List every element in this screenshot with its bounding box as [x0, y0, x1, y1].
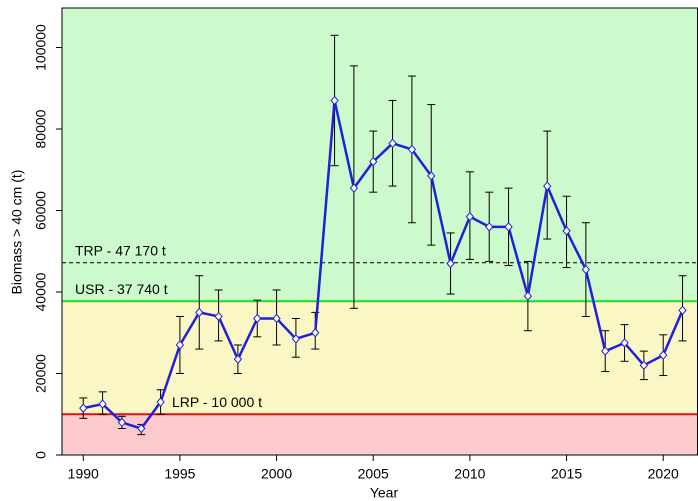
point	[446, 258, 455, 269]
point	[195, 307, 204, 318]
point	[543, 181, 552, 191]
point	[407, 144, 417, 155]
point	[330, 95, 339, 106]
point	[678, 305, 687, 316]
point	[523, 291, 533, 301]
point	[233, 354, 243, 365]
point	[253, 313, 262, 324]
point	[581, 264, 591, 275]
point	[485, 222, 494, 232]
point	[620, 338, 629, 348]
point	[465, 211, 475, 222]
point	[601, 346, 610, 356]
point	[156, 397, 165, 407]
point	[79, 403, 88, 413]
point	[349, 183, 359, 193]
y-axis-label: Biomass > 40 cm (t)	[9, 170, 25, 295]
y-tick-label: 80000	[33, 109, 49, 148]
point	[388, 138, 397, 149]
zone	[62, 414, 698, 455]
x-tick-label: 1990	[68, 466, 99, 482]
zone	[62, 301, 698, 415]
point	[117, 417, 127, 428]
x-tick-label: 1995	[164, 466, 195, 482]
point	[291, 334, 301, 344]
point	[504, 222, 513, 232]
point	[659, 350, 668, 360]
point	[369, 156, 378, 167]
point	[639, 360, 649, 371]
y-tick-label: 20000	[33, 354, 49, 393]
point	[272, 313, 281, 324]
point	[562, 226, 571, 236]
reference-label: LRP - 10 000 t	[172, 394, 262, 410]
x-axis-label: Year	[370, 485, 399, 501]
reference-label: TRP - 47 170 t	[75, 242, 166, 258]
x-tick-label: 2005	[358, 466, 389, 482]
point	[175, 340, 185, 350]
y-tick-label: 100000	[33, 24, 49, 71]
series-line	[83, 100, 684, 430]
y-tick-label: 60000	[33, 191, 49, 230]
x-tick-label: 2000	[261, 466, 292, 482]
point	[214, 311, 223, 322]
x-tick-label: 2015	[551, 466, 582, 482]
point	[427, 171, 436, 181]
y-tick-label: 0	[33, 451, 49, 459]
point	[137, 423, 146, 434]
reference-label: USR - 37 740 t	[75, 281, 168, 297]
point	[98, 399, 107, 409]
x-tick-label: 2010	[454, 466, 485, 482]
y-tick-label: 40000	[33, 272, 49, 311]
point	[311, 327, 320, 338]
x-tick-label: 2020	[648, 466, 679, 482]
